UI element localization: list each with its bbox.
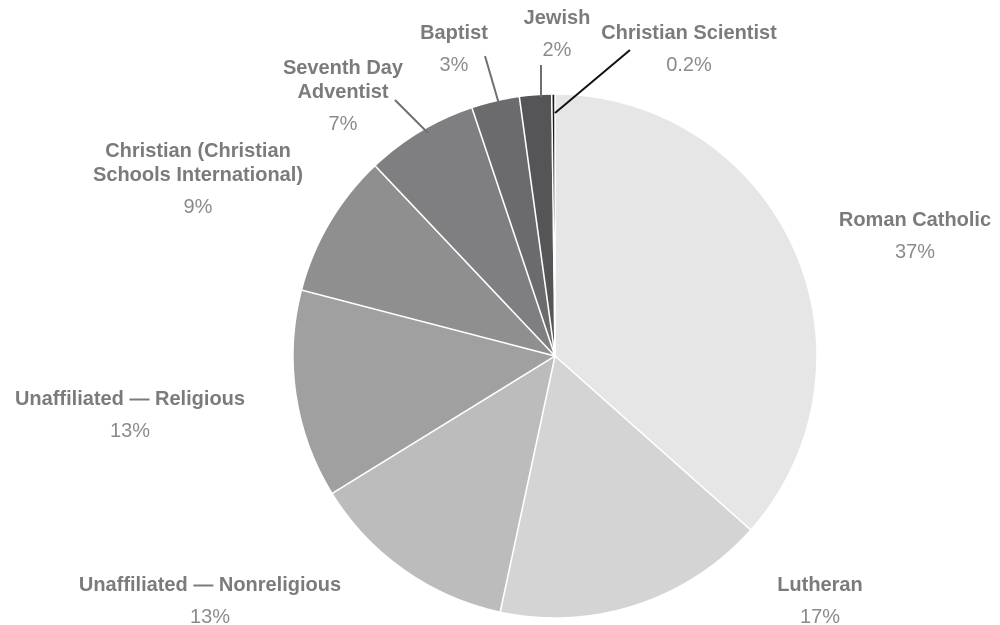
slice-name-label-6: Baptist [420,22,488,44]
slice-value-label-0: 37% [895,241,935,263]
slice-name-label-3: Unaffiliated — Religious [15,388,245,410]
slice-value-label-1: 17% [800,606,840,625]
slice-name-label-0: Roman Catholic [839,209,991,231]
slice-name-label-1: Lutheran [777,574,863,596]
slice-value-label-8: 0.2% [666,54,712,76]
slice-name-label-4-line0: Christian (Christian [105,140,291,162]
pie-slice-8 [550,93,556,357]
slice-name-label-2: Unaffiliated — Nonreligious [79,574,341,596]
pie-slice-5 [373,106,556,357]
pie-slice-1 [499,354,752,619]
slice-value-label-4: 9% [184,196,213,218]
slice-value-label-3: 13% [110,420,150,442]
pie-slice-3 [292,289,557,495]
slice-name-label-8: Christian Scientist [601,22,777,44]
slice-name-label-4-line1: Schools International) [93,164,303,186]
leader-line-8 [554,49,631,114]
slice-name-label-5-line1: Adventist [297,81,388,103]
slice-value-label-2: 13% [190,606,230,625]
slice-name-label-5-line0: Seventh Day [283,57,404,79]
pie-slice-2 [330,354,557,614]
slice-value-label-6: 3% [440,54,469,76]
pie-slices [292,93,818,619]
leader-line-5 [394,99,429,134]
pie-slice-0 [554,93,818,532]
slice-name-label-7: Jewish [524,7,591,29]
slice-value-label-5: 7% [329,113,358,135]
leader-lines [394,49,631,134]
slice-value-label-7: 2% [543,39,572,61]
leader-line-6 [484,55,500,105]
pie-slice-4 [300,164,558,358]
slice-labels: Roman Catholic 37% Lutheran 17% Unaffiliated… [15,7,991,625]
